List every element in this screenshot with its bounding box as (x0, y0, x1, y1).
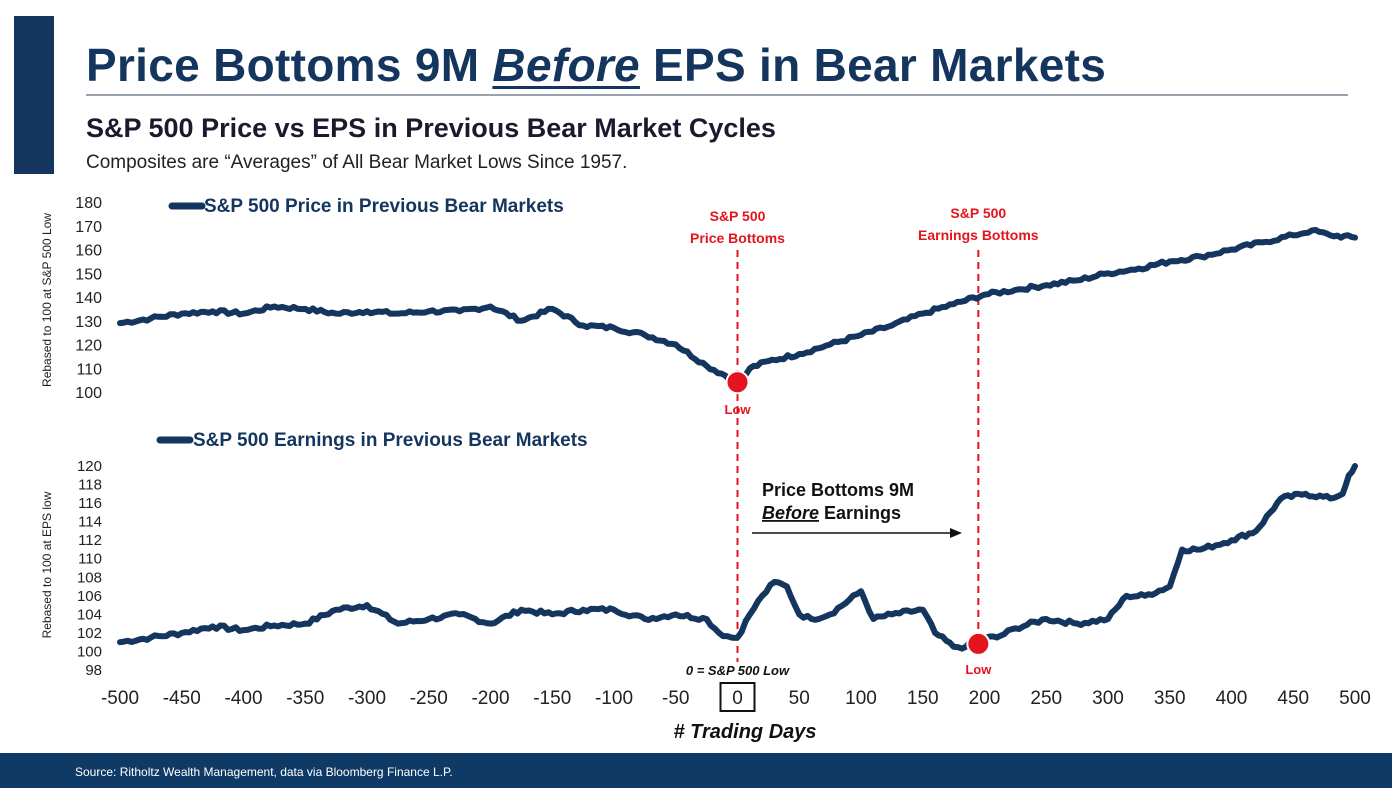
source-note: Source: Ritholtz Wealth Management, data… (75, 765, 453, 779)
x-tick-label: 50 (789, 688, 810, 709)
price-y-axis-label: Rebased to 100 at S&P 500 Low (40, 213, 54, 387)
x-tick-label: -200 (471, 688, 509, 709)
price-legend-label: S&P 500 Price in Previous Bear Markets (204, 196, 564, 217)
price-y-tick-label: 150 (75, 266, 102, 283)
arrow-text-line1: Price Bottoms 9M (762, 480, 914, 500)
page-title: Price Bottoms 9M Before EPS in Bear Mark… (86, 38, 1106, 92)
x-tick-label: -350 (286, 688, 324, 709)
title-emphasis: Before (492, 39, 640, 91)
x-tick-label: -250 (410, 688, 448, 709)
price-low-label: Low (725, 402, 752, 417)
eps-y-tick-label: 104 (77, 606, 102, 623)
price-bottoms-annotation-line2: Price Bottoms (690, 230, 785, 246)
title-accent-bar (14, 16, 54, 174)
eps-y-tick-label: 116 (78, 495, 102, 512)
price-y-tick-label: 170 (75, 219, 102, 236)
x-tick-label: 300 (1092, 688, 1124, 709)
x-tick-label: 500 (1339, 688, 1371, 709)
x-tick-label: 250 (1030, 688, 1062, 709)
eps-low-label: Low (965, 662, 992, 677)
x-tick-label: 350 (1154, 688, 1186, 709)
eps-y-tick-label: 110 (78, 551, 102, 568)
price-y-tick-label: 180 (75, 195, 102, 212)
price-low-marker (725, 370, 750, 395)
x-tick-label: 200 (969, 688, 1001, 709)
x-tick-label: 100 (845, 688, 877, 709)
x-tick-label-zero: 0 (732, 688, 743, 709)
arrow-text-line2: Before Earnings (762, 503, 901, 523)
zero-low-label: 0 = S&P 500 Low (686, 663, 790, 678)
title-divider (86, 94, 1348, 96)
arrow-text-rest: Earnings (819, 503, 901, 523)
eps-y-tick-label: 118 (78, 477, 102, 494)
arrow-head (950, 528, 962, 538)
price-y-tick-label: 140 (75, 290, 102, 307)
price-y-tick-label: 110 (76, 361, 102, 378)
price-y-tick-label: 160 (75, 243, 102, 260)
eps-y-tick-label: 98 (85, 662, 102, 679)
eps-y-tick-label: 100 (77, 643, 102, 660)
chart-subtitle: S&P 500 Price vs EPS in Previous Bear Ma… (86, 113, 776, 143)
earnings-bottoms-annotation-line1: S&P 500 (950, 205, 1006, 221)
eps-y-tick-label: 106 (77, 588, 102, 605)
eps-y-axis-label: Rebased to 100 at EPS low (40, 491, 54, 638)
eps-y-tick-label: 108 (77, 569, 102, 586)
eps-y-tick-label: 102 (77, 625, 102, 642)
x-tick-label: -300 (348, 688, 386, 709)
arrow-text-emphasis: Before (762, 503, 819, 523)
x-tick-label: -400 (224, 688, 262, 709)
x-axis-title: # Trading Days (673, 721, 816, 743)
eps-legend-label: S&P 500 Earnings in Previous Bear Market… (193, 430, 588, 451)
chart-note: Composites are “Averages” of All Bear Ma… (86, 152, 628, 173)
price-vs-eps-chart: 1001101201301401501601701809810010210410… (40, 195, 1371, 743)
price-y-tick-label: 100 (75, 385, 102, 402)
x-tick-label: -450 (163, 688, 201, 709)
eps-series-line (117, 463, 1358, 652)
x-tick-label: -500 (101, 688, 139, 709)
x-tick-label: -100 (595, 688, 633, 709)
eps-y-tick-label: 112 (78, 532, 102, 549)
x-tick-label: 400 (1216, 688, 1248, 709)
price-y-tick-label: 120 (75, 338, 102, 355)
x-tick-label: -150 (533, 688, 571, 709)
earnings-bottoms-annotation-line2: Earnings Bottoms (918, 227, 1039, 243)
footer-bar: Source: Ritholtz Wealth Management, data… (0, 753, 1392, 788)
eps-y-tick-label: 114 (78, 514, 102, 531)
x-tick-label: 450 (1277, 688, 1309, 709)
eps-low-marker (966, 631, 991, 656)
price-bottoms-annotation-line1: S&P 500 (710, 208, 766, 224)
title-part-1: Price Bottoms 9M (86, 39, 493, 91)
eps-y-tick-label: 120 (77, 458, 102, 475)
zero-tick-box (719, 682, 756, 712)
title-part-2: EPS in Bear Markets (639, 39, 1107, 91)
x-tick-label: 150 (907, 688, 939, 709)
x-tick-label: -50 (662, 688, 689, 709)
price-y-tick-label: 130 (75, 314, 102, 331)
